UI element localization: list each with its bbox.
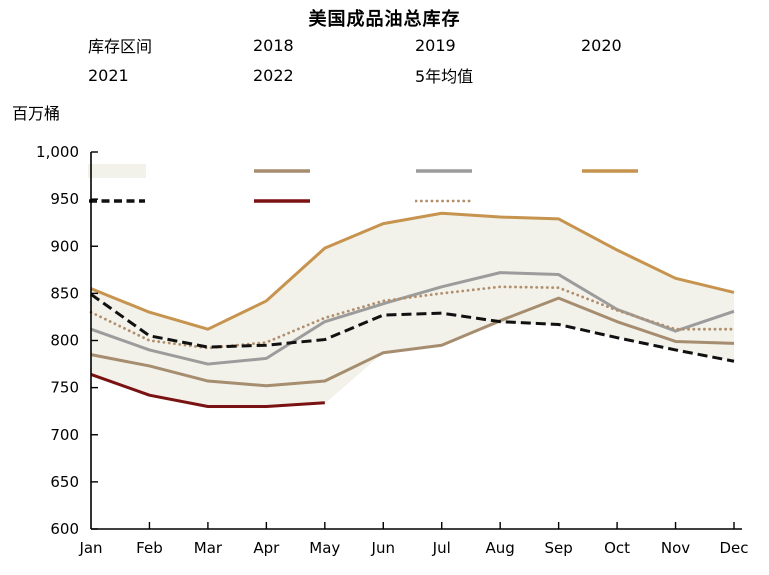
legend-row-2: 2021 2022 5年均值 [0, 64, 769, 203]
inventory-range-band [91, 213, 734, 409]
legend-label-2019: 2019 [415, 35, 456, 55]
x-tick-label: May [309, 539, 340, 557]
x-tick-label: Apr [253, 539, 280, 557]
series-line-2022 [90, 373, 325, 408]
y-tick-label: 700 [50, 426, 79, 444]
y-tick-label: 600 [50, 520, 79, 538]
x-tick-label: Feb [136, 539, 163, 557]
x-tick-label: Aug [486, 539, 515, 557]
legend-swatch-5年均值 [415, 199, 473, 203]
legend-item-2018: 2018 [253, 34, 310, 173]
y-tick-label: 900 [50, 237, 79, 255]
y-tick-label: 650 [50, 473, 79, 491]
legend-swatch-2020 [582, 169, 638, 173]
y-tick-label: 950 [50, 190, 79, 208]
y-axis-unit-label: 百万桶 [12, 104, 61, 123]
series-line-2021 [90, 293, 735, 363]
legend-swatch-库存区间 [88, 164, 146, 178]
legend-item-2019: 2019 [415, 34, 472, 173]
x-tick-label: Dec [719, 539, 748, 557]
legend-item-2021: 2021 [88, 64, 145, 203]
legend-label-2021: 2021 [88, 65, 129, 85]
legend-label-2018: 2018 [253, 35, 294, 55]
legend-swatch-2021 [89, 199, 145, 203]
x-tick-label: Jun [371, 539, 395, 557]
x-tick-label: Sep [544, 539, 572, 557]
legend-label-2022: 2022 [253, 65, 294, 85]
x-tick-label: Mar [194, 539, 223, 557]
legend-item-5年均值: 5年均值 [415, 64, 474, 203]
legend-swatch-2022 [254, 199, 310, 203]
y-tick-label: 850 [50, 284, 79, 302]
series-line-5年均值 [89, 285, 736, 350]
legend-label-2020: 2020 [581, 35, 622, 55]
legend-swatch-2019 [416, 169, 472, 173]
legend-item-库存区间: 库存区间 [88, 34, 153, 178]
y-tick-label: 800 [50, 332, 79, 350]
x-tick-label: Nov [661, 539, 690, 557]
y-tick-label: 1,000 [36, 143, 79, 161]
x-tick-label: Jan [78, 539, 102, 557]
y-tick-label: 750 [50, 379, 79, 397]
x-tick-label: Oct [604, 539, 630, 557]
legend-swatch-2018 [254, 169, 310, 173]
chart-title: 美国成品油总库存 [308, 9, 461, 30]
legend-label-库存区间: 库存区间 [88, 37, 153, 56]
series-line-2018 [90, 296, 735, 388]
series-line-2020 [90, 211, 735, 331]
legend-label-5年均值: 5年均值 [415, 67, 474, 86]
x-tick-label: Jul [432, 539, 451, 557]
legend-row-1: 库存区间 2018 2019 2020 [0, 34, 769, 178]
legend-item-2022: 2022 [253, 64, 310, 203]
legend-item-2020: 2020 [581, 34, 638, 173]
